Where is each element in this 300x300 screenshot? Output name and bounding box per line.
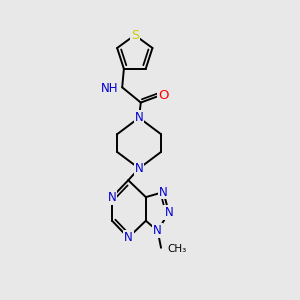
Text: N: N bbox=[153, 224, 162, 237]
Text: N: N bbox=[135, 162, 143, 175]
Text: O: O bbox=[158, 88, 169, 102]
Text: NH: NH bbox=[100, 82, 118, 94]
Text: N: N bbox=[159, 185, 168, 199]
Text: N: N bbox=[108, 190, 116, 204]
Text: N: N bbox=[164, 206, 173, 219]
Text: S: S bbox=[131, 29, 139, 42]
Text: CH₃: CH₃ bbox=[167, 244, 186, 254]
Text: N: N bbox=[124, 231, 133, 244]
Text: N: N bbox=[135, 111, 143, 124]
